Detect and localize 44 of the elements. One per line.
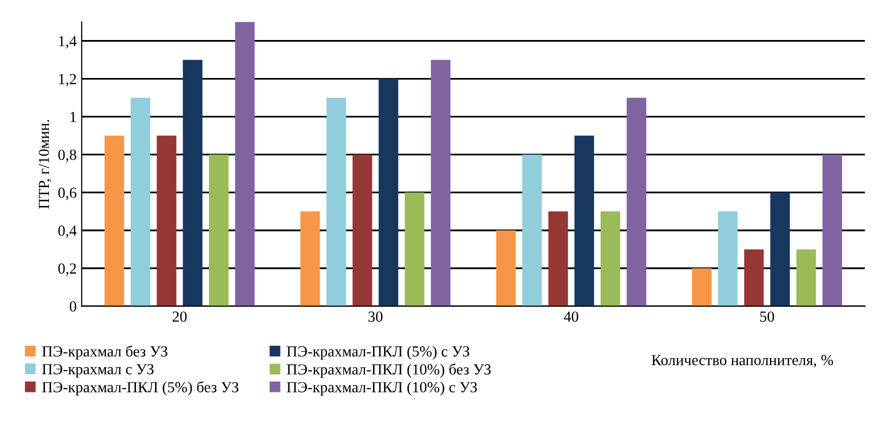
bar bbox=[574, 136, 594, 306]
y-tick-label: 0 bbox=[70, 301, 76, 312]
bar bbox=[156, 136, 176, 306]
bar bbox=[404, 192, 424, 306]
bar bbox=[130, 98, 150, 306]
bar bbox=[326, 98, 346, 306]
y-tick-label: 0,2 bbox=[58, 263, 76, 276]
bar bbox=[352, 154, 372, 306]
y-tick-label: 1,2 bbox=[59, 74, 76, 86]
y-tick-label: 0,4 bbox=[58, 226, 77, 238]
y-axis-title: ПТР, г/10мин. bbox=[38, 120, 52, 209]
bar bbox=[378, 78, 398, 306]
legend-label: ПЭ-крахмал-ПКЛ (5%) без УЗ bbox=[42, 381, 238, 396]
bar bbox=[770, 192, 790, 306]
x-tick-label: 40 bbox=[564, 311, 578, 322]
y-tick-label: 0,6 bbox=[58, 188, 76, 200]
bar bbox=[796, 249, 816, 306]
bar bbox=[626, 98, 646, 306]
legend-label: ПЭ-крахмал с УЗ bbox=[42, 364, 154, 378]
legend-label: ПЭ-крахмал без УЗ bbox=[42, 345, 168, 360]
y-tick-label: 0,8 bbox=[58, 150, 76, 162]
y-tick-label: 1 bbox=[70, 112, 76, 122]
bar bbox=[822, 154, 842, 306]
bar bbox=[182, 60, 202, 306]
bar bbox=[718, 211, 738, 306]
legend-label: ПЭ-крахмал-ПКЛ (10%) с УЗ bbox=[286, 382, 477, 396]
y-tick-label: 1,4 bbox=[59, 36, 77, 49]
bar bbox=[235, 22, 255, 306]
legend-label: ПЭ-крахмал-ПКЛ (10%) без УЗ bbox=[286, 364, 491, 378]
x-tick-label: 50 bbox=[760, 311, 774, 322]
bar bbox=[600, 211, 620, 306]
bar bbox=[548, 211, 568, 306]
bar bbox=[522, 154, 542, 306]
bar bbox=[104, 136, 124, 306]
legend-label: ПЭ-крахмал-ПКЛ (5%) с УЗ bbox=[286, 346, 470, 360]
x-axis-title: Количество наполнителя, % bbox=[652, 354, 834, 368]
bar bbox=[208, 154, 229, 306]
x-tick-label: 20 bbox=[172, 311, 187, 322]
bar bbox=[300, 211, 320, 306]
x-tick-label: 30 bbox=[368, 311, 382, 322]
bar bbox=[692, 268, 712, 306]
bar bbox=[430, 60, 450, 306]
bar bbox=[496, 230, 516, 306]
bar bbox=[744, 249, 764, 306]
